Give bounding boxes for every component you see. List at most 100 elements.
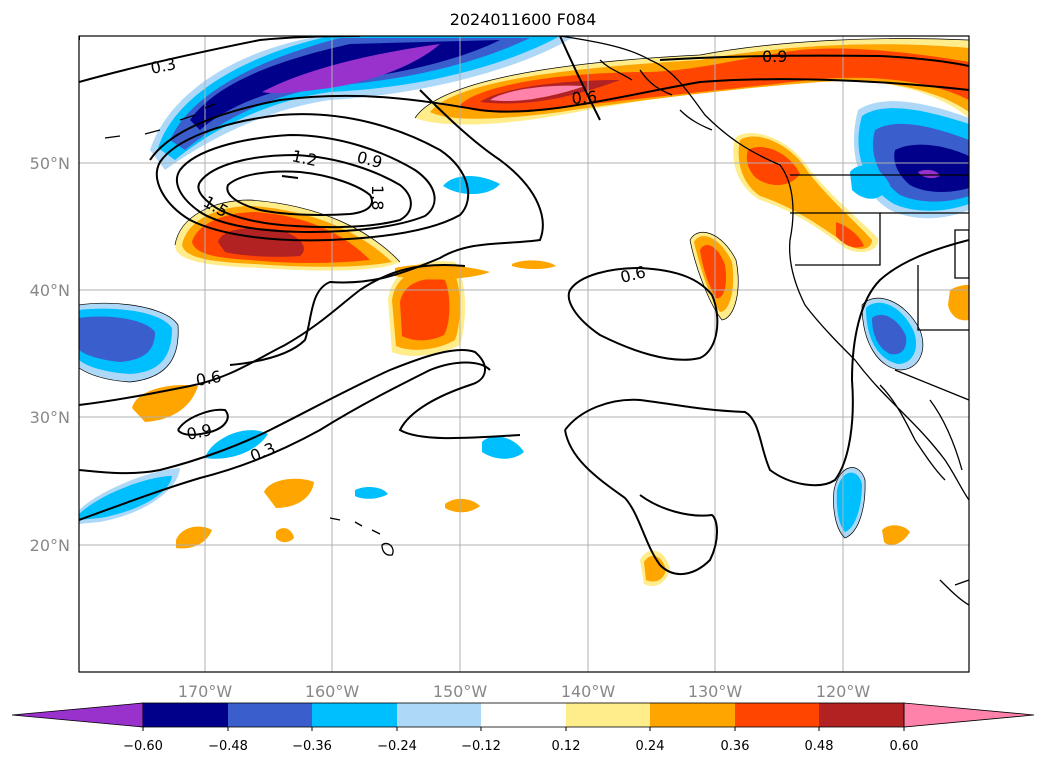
contour-label-1.8: 1.8	[368, 185, 387, 210]
lat-label-20n: 20°N	[30, 536, 70, 555]
graticule	[79, 36, 969, 672]
outline-2	[174, 199, 401, 263]
map-frame	[78, 35, 970, 673]
neg-band-northwest-core2	[170, 38, 530, 150]
colorbar: −0.60 −0.48 −0.36 −0.24 −0.12 0.12 0.24 …	[11, 702, 1035, 754]
outline-3	[79, 302, 179, 383]
contour-label-0.3-north: 0.3	[149, 54, 178, 78]
contour-label-0.6-north: 0.6	[571, 87, 598, 108]
coast-mexico	[929, 399, 969, 606]
colorbar-segments	[143, 703, 904, 727]
colorbar-segment-5	[481, 703, 566, 727]
contour-label-0.9-west: 0.9	[185, 420, 214, 444]
colorbar-tick-label: 0.24	[636, 739, 665, 754]
contour-0.9-west	[177, 408, 229, 436]
pos-small-4	[176, 526, 212, 549]
contour-0.6-south	[564, 239, 969, 487]
shading-outlines	[79, 38, 969, 539]
lon-label-140w: 140°W	[561, 682, 616, 701]
colorbar-tick-label: 0.12	[552, 739, 581, 754]
neg-california-2	[872, 314, 907, 355]
pos-se-small	[882, 525, 910, 545]
pos-east-small	[948, 284, 969, 321]
contour-0.3-mid	[79, 349, 521, 475]
pos-mid-pacific-strip	[395, 264, 490, 280]
border-states-3	[894, 229, 969, 401]
neg-band-northwest-core4	[262, 44, 440, 94]
pos-small-7	[512, 260, 556, 269]
coast-north-america	[559, 36, 969, 501]
contour-1.8-inner	[281, 175, 299, 179]
lon-label-120w: 120°W	[816, 682, 871, 701]
coast-baja	[879, 384, 946, 481]
colorbar-segment-2	[228, 703, 312, 727]
lon-label-170w: 170°W	[178, 682, 233, 701]
neg-small-4	[355, 486, 388, 499]
border-states-2	[880, 212, 969, 331]
colorbar-tick-label: −0.60	[123, 739, 163, 754]
contour-label-1.2: 1.2	[290, 146, 319, 170]
contour-0.6-loop	[564, 429, 718, 575]
colorbar-extend-left	[11, 702, 144, 728]
contour-0.6-east	[567, 266, 719, 361]
contour-0.6-outer	[229, 89, 544, 366]
pos-small-5	[276, 528, 294, 543]
pos-mid-pacific-2	[400, 278, 450, 341]
contour-0.3-east-coast	[79, 36, 601, 121]
pos-band-north-4	[490, 85, 585, 102]
contour-0.3-south	[79, 361, 491, 521]
pos-small-south-1	[644, 555, 666, 582]
neg-far-west-2	[79, 316, 155, 362]
neg-southwest-1	[79, 476, 172, 520]
colorbar-tick-label: −0.48	[208, 739, 248, 754]
hawaii-islands	[329, 517, 394, 556]
map-area	[79, 36, 969, 672]
colorbar-tick-label: 0.60	[890, 739, 919, 754]
pos-small-3	[264, 478, 314, 508]
outline-6	[833, 467, 866, 539]
colorbar-segment-3	[312, 703, 397, 727]
lon-label-160w: 160°W	[305, 682, 360, 701]
contour-label-0.6-west: 0.6	[194, 367, 222, 390]
neg-small-3	[482, 436, 524, 459]
contour-label-0.9-east: 0.9	[762, 47, 787, 66]
contour-0.6-north	[149, 78, 969, 161]
colorbar-outline	[142, 702, 905, 728]
outline-5	[861, 297, 924, 371]
neg-band-northwest-core3	[190, 40, 500, 130]
colorbar-segment-1	[143, 703, 228, 727]
colorbar-extend-right	[903, 702, 1035, 728]
contour-0.6-west	[79, 264, 466, 406]
colorbar-tick-label: −0.12	[461, 739, 501, 754]
colorbar-tick-label: −0.36	[292, 739, 332, 754]
pos-small-6	[445, 498, 480, 513]
colorbar-segment-6	[566, 703, 650, 727]
outline-4	[689, 231, 739, 321]
lat-label-50n: 50°N	[30, 154, 70, 173]
neg-small-1	[443, 175, 500, 195]
colorbar-segment-8	[735, 703, 819, 727]
map-title: 2024011600 F084	[450, 10, 597, 29]
neg-northeast-3	[894, 144, 969, 192]
lat-label-40n: 40°N	[30, 281, 70, 300]
aleutian-islands	[104, 103, 216, 139]
contour-1.2-ring	[175, 133, 436, 234]
contour-1.8-ring	[226, 170, 373, 216]
colorbar-segment-4	[397, 703, 481, 727]
pos-near-130w-2	[700, 245, 726, 299]
neg-ne-small	[850, 165, 890, 199]
lat-label-30n: 30°N	[30, 408, 70, 427]
shading-layer	[79, 36, 969, 587]
contour-0.9-ring	[155, 113, 470, 242]
colorbar-tick-label: −0.24	[377, 739, 417, 754]
colorbar-tick-label: 0.48	[805, 739, 834, 754]
colorbar-segment-7	[650, 703, 735, 727]
colorbar-tick-label: 0.36	[721, 739, 750, 754]
neg-northeast-4	[918, 169, 940, 179]
contour-1.5-ring	[197, 153, 412, 229]
lon-label-150w: 150°W	[433, 682, 488, 701]
contour-lines	[79, 36, 969, 575]
colorbar-segment-9	[819, 703, 904, 727]
outline-1	[414, 38, 969, 119]
